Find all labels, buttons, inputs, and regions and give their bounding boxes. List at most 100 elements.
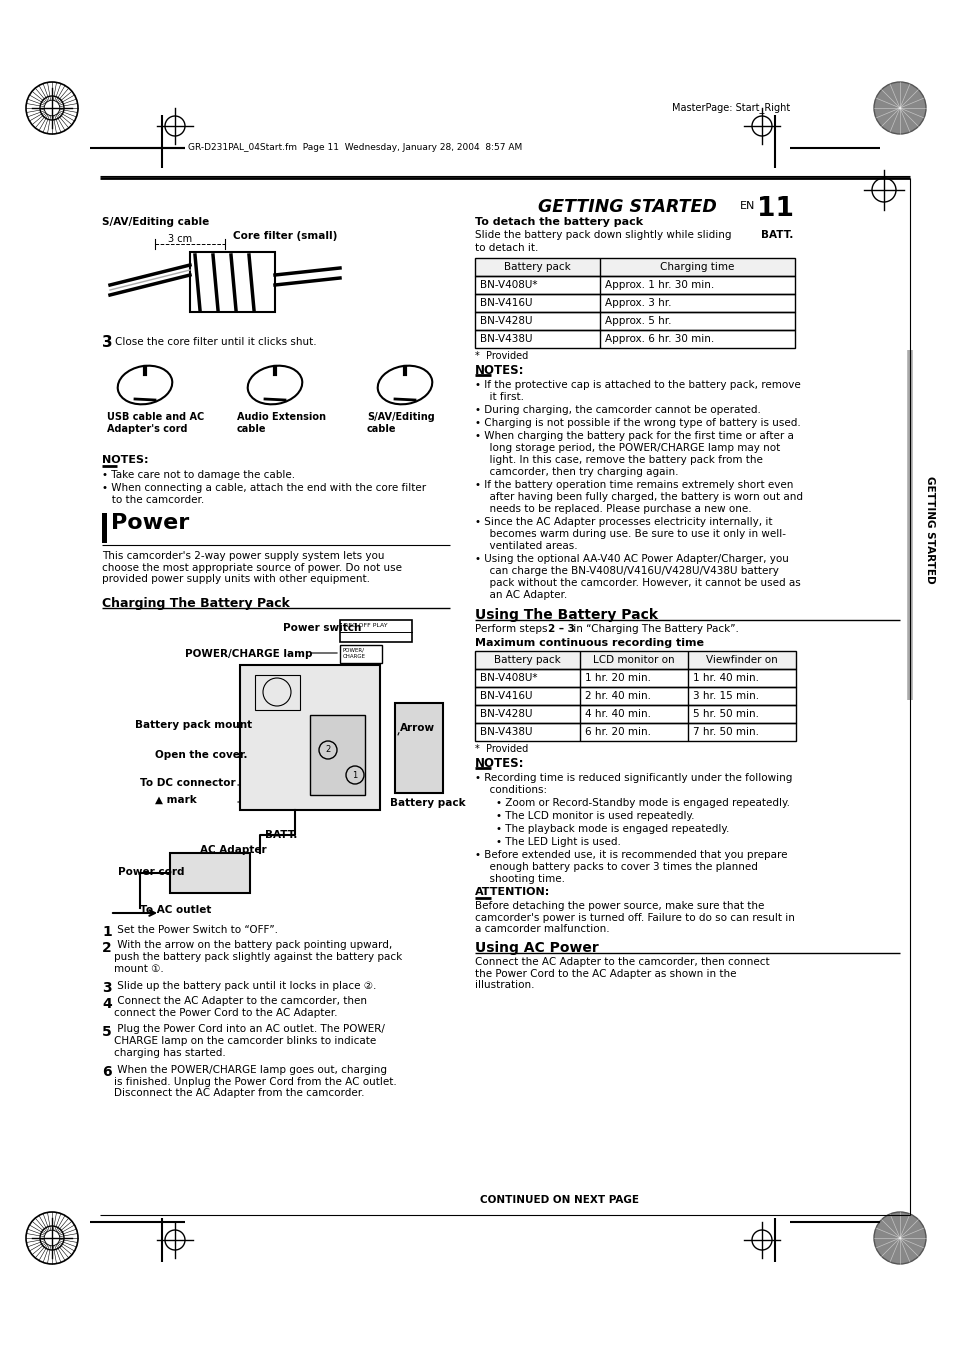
Text: To AC outlet: To AC outlet <box>140 905 212 915</box>
Text: CONTINUED ON NEXT PAGE: CONTINUED ON NEXT PAGE <box>480 1196 639 1205</box>
Text: S/AV/Editing
cable: S/AV/Editing cable <box>367 412 435 434</box>
Text: S/AV/Editing cable: S/AV/Editing cable <box>102 218 209 227</box>
Text: becomes warm during use. Be sure to use it only in well-: becomes warm during use. Be sure to use … <box>482 530 785 539</box>
Text: • Zoom or Record-Standby mode is engaged repeatedly.: • Zoom or Record-Standby mode is engaged… <box>482 798 789 808</box>
Text: REC OFF PLAY: REC OFF PLAY <box>344 623 387 628</box>
Text: LCD monitor on: LCD monitor on <box>593 655 674 665</box>
Text: Battery pack: Battery pack <box>493 655 559 665</box>
Bar <box>475 688 795 705</box>
Text: 2: 2 <box>325 746 331 754</box>
Text: *  Provided: * Provided <box>475 744 528 754</box>
Text: 5 hr. 50 min.: 5 hr. 50 min. <box>692 709 759 719</box>
Text: Using The Battery Pack: Using The Battery Pack <box>475 608 658 621</box>
Text: • The playback mode is engaged repeatedly.: • The playback mode is engaged repeatedl… <box>482 824 729 834</box>
Text: Before detaching the power source, make sure that the
camcorder's power is turne: Before detaching the power source, make … <box>475 901 794 934</box>
Text: after having been fully charged, the battery is worn out and: after having been fully charged, the bat… <box>482 492 802 503</box>
Bar <box>475 330 794 349</box>
Text: NOTES:: NOTES: <box>475 757 524 770</box>
Text: • During charging, the camcorder cannot be operated.: • During charging, the camcorder cannot … <box>475 405 760 415</box>
Text: 2 hr. 40 min.: 2 hr. 40 min. <box>584 690 650 701</box>
Bar <box>310 715 365 794</box>
Text: Close the core filter until it clicks shut.: Close the core filter until it clicks sh… <box>115 336 316 347</box>
Text: Slide the battery pack down slightly while sliding: Slide the battery pack down slightly whi… <box>475 230 734 240</box>
Bar <box>475 258 794 276</box>
Text: 4 hr. 40 min.: 4 hr. 40 min. <box>584 709 650 719</box>
Text: Charging The Battery Pack: Charging The Battery Pack <box>102 597 290 611</box>
Bar <box>102 513 107 543</box>
Text: BATT.: BATT. <box>265 830 297 840</box>
Text: 1 hr. 40 min.: 1 hr. 40 min. <box>692 673 759 684</box>
Bar <box>475 276 794 295</box>
Text: Arrow: Arrow <box>399 723 435 734</box>
Text: NOTES:: NOTES: <box>475 363 524 377</box>
Text: AC Adapter: AC Adapter <box>200 844 266 855</box>
Bar <box>395 703 442 793</box>
Text: Set the Power Switch to “OFF”.: Set the Power Switch to “OFF”. <box>113 925 277 935</box>
Circle shape <box>873 1212 925 1265</box>
Circle shape <box>873 82 925 134</box>
Text: *  Provided: * Provided <box>475 351 528 361</box>
Text: ▲ mark: ▲ mark <box>154 794 196 805</box>
Text: • When connecting a cable, attach the end with the core filter
   to the camcord: • When connecting a cable, attach the en… <box>102 484 426 505</box>
Bar <box>475 312 794 330</box>
Text: long storage period, the POWER/CHARGE lamp may not: long storage period, the POWER/CHARGE la… <box>482 443 780 453</box>
Text: 11: 11 <box>757 196 793 222</box>
Text: MasterPage: Start_Right: MasterPage: Start_Right <box>671 101 789 113</box>
Text: camcorder, then try charging again.: camcorder, then try charging again. <box>482 467 678 477</box>
Text: needs to be replaced. Please purchase a new one.: needs to be replaced. Please purchase a … <box>482 504 751 513</box>
Text: BN-V428U: BN-V428U <box>479 709 532 719</box>
Text: 5: 5 <box>102 1024 112 1039</box>
Bar <box>475 723 795 740</box>
Bar <box>475 651 795 669</box>
Text: Viewfinder on: Viewfinder on <box>705 655 777 665</box>
Text: This camcorder's 2-way power supply system lets you
choose the most appropriate : This camcorder's 2-way power supply syst… <box>102 551 401 584</box>
Bar <box>339 644 381 663</box>
Text: in “Charging The Battery Pack”.: in “Charging The Battery Pack”. <box>569 624 739 634</box>
Text: BN-V438U: BN-V438U <box>479 727 532 738</box>
Text: • Since the AC Adapter processes electricity internally, it: • Since the AC Adapter processes electri… <box>475 517 772 527</box>
Bar <box>475 669 795 688</box>
Text: Connect the AC Adapter to the camcorder, then connect
the Power Cord to the AC A: Connect the AC Adapter to the camcorder,… <box>475 957 769 990</box>
Bar <box>254 676 299 711</box>
Text: BN-V408U*: BN-V408U* <box>479 280 537 290</box>
Text: 1: 1 <box>102 925 112 939</box>
Text: Connect the AC Adapter to the camcorder, then
connect the Power Cord to the AC A: Connect the AC Adapter to the camcorder,… <box>113 997 367 1019</box>
Text: Core filter (small): Core filter (small) <box>233 231 337 240</box>
Text: BN-V416U: BN-V416U <box>479 299 532 308</box>
Text: 1: 1 <box>352 770 357 780</box>
Text: Charging time: Charging time <box>659 262 734 272</box>
Text: 2: 2 <box>102 940 112 955</box>
Bar <box>475 295 794 312</box>
Text: ATTENTION:: ATTENTION: <box>475 888 550 897</box>
Text: 3 cm: 3 cm <box>168 234 192 245</box>
Text: an AC Adapter.: an AC Adapter. <box>482 590 567 600</box>
Text: it first.: it first. <box>482 392 523 403</box>
Text: 1 hr. 20 min.: 1 hr. 20 min. <box>584 673 650 684</box>
Text: BN-V438U: BN-V438U <box>479 334 532 345</box>
Text: • If the protective cap is attached to the battery pack, remove: • If the protective cap is attached to t… <box>475 380 800 390</box>
Text: • Recording time is reduced significantly under the following: • Recording time is reduced significantl… <box>475 773 792 784</box>
Bar <box>170 852 250 893</box>
Bar <box>190 253 274 312</box>
Text: Audio Extension
cable: Audio Extension cable <box>236 412 326 434</box>
Text: • Take care not to damage the cable.: • Take care not to damage the cable. <box>102 470 294 480</box>
Text: conditions:: conditions: <box>482 785 547 794</box>
Text: 3: 3 <box>102 335 112 350</box>
Text: Plug the Power Cord into an AC outlet. The POWER/
CHARGE lamp on the camcorder b: Plug the Power Cord into an AC outlet. T… <box>113 1024 384 1058</box>
Text: Approx. 3 hr.: Approx. 3 hr. <box>604 299 671 308</box>
Bar <box>339 620 412 642</box>
Text: enough battery packs to cover 3 times the planned: enough battery packs to cover 3 times th… <box>482 862 757 871</box>
Text: Power cord: Power cord <box>118 867 184 877</box>
Text: Battery pack: Battery pack <box>503 262 570 272</box>
Text: ventilated areas.: ventilated areas. <box>482 540 577 551</box>
Text: 4: 4 <box>102 997 112 1011</box>
Text: shooting time.: shooting time. <box>482 874 564 884</box>
Text: Battery pack: Battery pack <box>390 798 465 808</box>
Text: Perform steps: Perform steps <box>475 624 550 634</box>
Text: With the arrow on the battery pack pointing upward,
push the battery pack slight: With the arrow on the battery pack point… <box>113 940 402 974</box>
Bar <box>475 705 795 723</box>
Text: can charge the BN-V408U/V416U/V428U/V438U battery: can charge the BN-V408U/V416U/V428U/V438… <box>482 566 778 576</box>
Text: GETTING STARTED: GETTING STARTED <box>924 476 934 584</box>
Text: pack without the camcorder. However, it cannot be used as: pack without the camcorder. However, it … <box>482 578 800 588</box>
Text: POWER/
CHARGE: POWER/ CHARGE <box>343 648 366 659</box>
